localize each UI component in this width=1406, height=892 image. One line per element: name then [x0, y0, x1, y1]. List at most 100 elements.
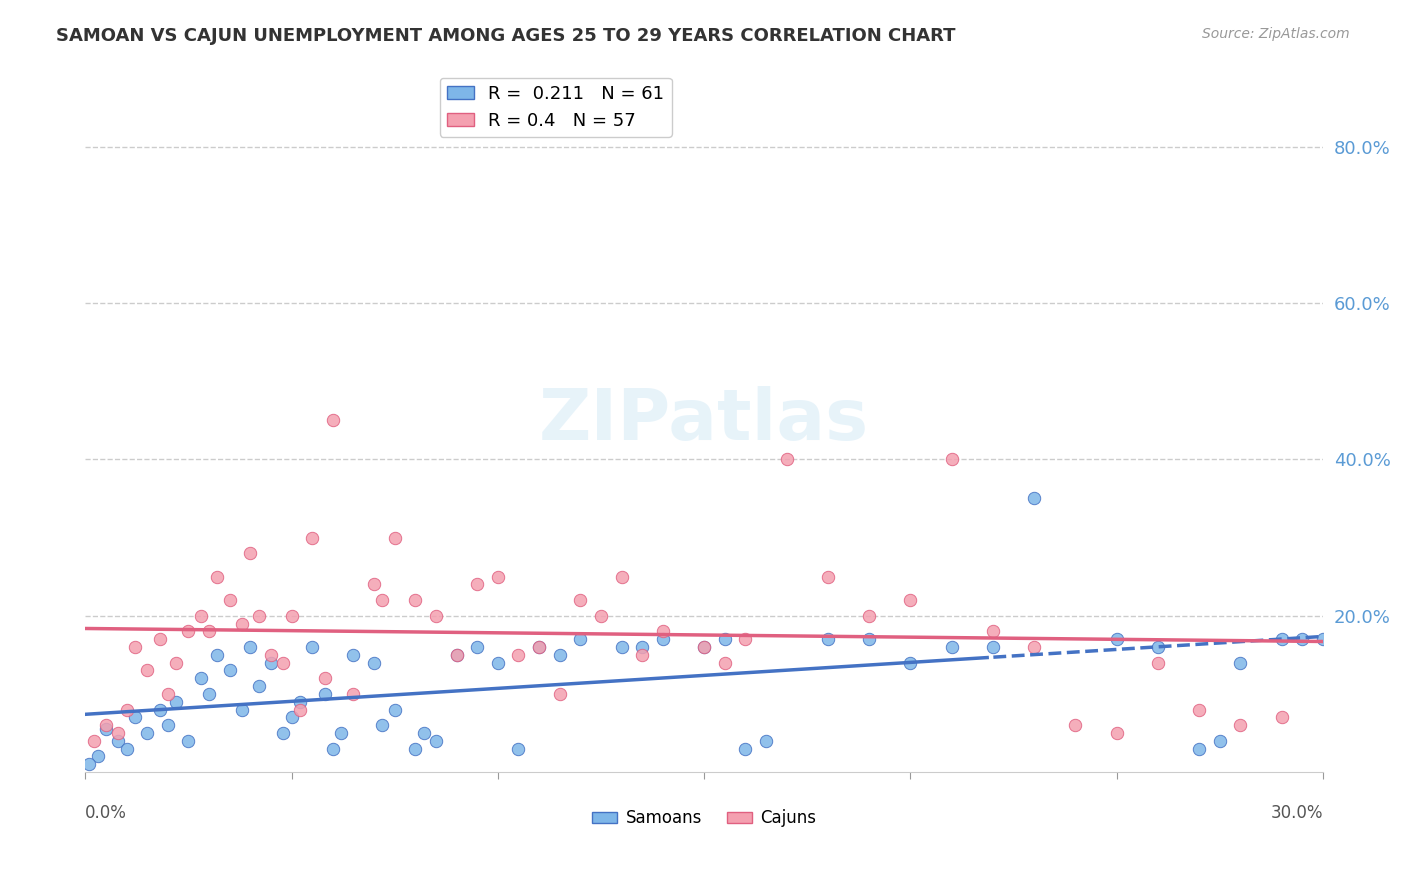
Legend: Samoans, Cajuns: Samoans, Cajuns: [585, 803, 823, 834]
Point: [527, 640, 550, 654]
Point: [548, 687, 571, 701]
Text: ZIPatlas: ZIPatlas: [538, 385, 869, 455]
Point: [342, 648, 364, 662]
Point: [301, 640, 323, 654]
Point: [218, 593, 240, 607]
Point: [239, 640, 262, 654]
Point: [260, 648, 283, 662]
Point: [693, 640, 716, 654]
Point: [363, 577, 385, 591]
Point: [651, 632, 673, 647]
Point: [1147, 640, 1170, 654]
Point: [165, 695, 187, 709]
Point: [548, 648, 571, 662]
Point: [115, 741, 138, 756]
Point: [322, 741, 344, 756]
Point: [1209, 733, 1232, 747]
Point: [79, 757, 101, 772]
Point: [412, 726, 434, 740]
Point: [148, 702, 170, 716]
Point: [115, 702, 138, 716]
Point: [314, 671, 336, 685]
Point: [1291, 632, 1313, 647]
Point: [569, 593, 592, 607]
Point: [330, 726, 353, 740]
Point: [981, 640, 1004, 654]
Point: [900, 593, 922, 607]
Text: Source: ZipAtlas.com: Source: ZipAtlas.com: [1202, 27, 1350, 41]
Point: [508, 648, 530, 662]
Point: [207, 569, 229, 583]
Point: [569, 632, 592, 647]
Point: [156, 687, 179, 701]
Point: [247, 679, 270, 693]
Point: [371, 593, 394, 607]
Point: [107, 733, 129, 747]
Point: [288, 695, 311, 709]
Point: [858, 608, 880, 623]
Point: [508, 741, 530, 756]
Point: [1271, 632, 1294, 647]
Point: [342, 687, 364, 701]
Point: [314, 687, 336, 701]
Point: [651, 624, 673, 639]
Text: 0.0%: 0.0%: [86, 804, 127, 822]
Point: [589, 608, 612, 623]
Point: [301, 531, 323, 545]
Point: [1188, 702, 1211, 716]
Point: [190, 671, 212, 685]
Point: [94, 722, 117, 736]
Point: [273, 656, 295, 670]
Point: [486, 656, 509, 670]
Point: [94, 718, 117, 732]
Point: [425, 733, 447, 747]
Point: [1024, 640, 1046, 654]
Point: [136, 726, 159, 740]
Point: [404, 741, 426, 756]
Point: [280, 608, 302, 623]
Point: [610, 569, 633, 583]
Point: [231, 616, 253, 631]
Point: [713, 632, 735, 647]
Point: [190, 608, 212, 623]
Point: [218, 664, 240, 678]
Point: [1147, 656, 1170, 670]
Point: [322, 413, 344, 427]
Point: [610, 640, 633, 654]
Point: [734, 632, 756, 647]
Point: [1312, 632, 1334, 647]
Point: [465, 577, 488, 591]
Point: [693, 640, 716, 654]
Point: [86, 749, 108, 764]
Point: [1024, 491, 1046, 506]
Point: [231, 702, 253, 716]
Point: [404, 593, 426, 607]
Point: [177, 624, 200, 639]
Point: [107, 726, 129, 740]
Point: [1105, 726, 1128, 740]
Point: [713, 656, 735, 670]
Point: [198, 687, 221, 701]
Point: [148, 632, 170, 647]
Point: [941, 640, 963, 654]
Point: [124, 640, 146, 654]
Point: [446, 648, 468, 662]
Point: [124, 710, 146, 724]
Point: [941, 452, 963, 467]
Point: [446, 648, 468, 662]
Point: [384, 702, 406, 716]
Point: [273, 726, 295, 740]
Point: [858, 632, 880, 647]
Point: [734, 741, 756, 756]
Point: [817, 569, 839, 583]
Point: [776, 452, 799, 467]
Point: [156, 718, 179, 732]
Point: [239, 546, 262, 560]
Point: [288, 702, 311, 716]
Point: [198, 624, 221, 639]
Point: [384, 531, 406, 545]
Point: [1229, 656, 1251, 670]
Point: [1188, 741, 1211, 756]
Point: [1229, 718, 1251, 732]
Point: [1105, 632, 1128, 647]
